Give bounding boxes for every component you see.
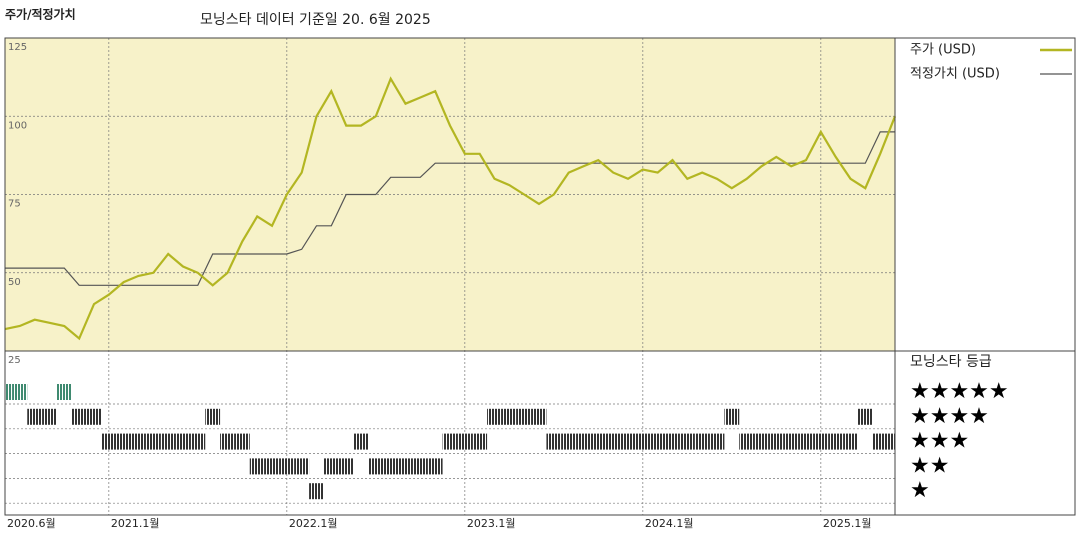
rating-bar <box>457 433 473 450</box>
y-tick-label: 125 <box>8 42 27 53</box>
y-tick-label: 75 <box>8 199 21 210</box>
rating-bar <box>42 408 57 425</box>
rating-label: ★ <box>910 478 930 503</box>
rating-bar <box>694 433 710 450</box>
rating-bar <box>620 433 636 450</box>
rating-bar <box>398 458 413 475</box>
rating-bar <box>887 433 895 450</box>
rating-bar <box>205 408 221 425</box>
rating-bar <box>501 408 517 425</box>
rating-bar <box>249 458 265 475</box>
rating-bar <box>813 433 829 450</box>
chart-subtitle: 모닝스타 데이터 기준일 20. 6월 2025 <box>200 12 431 28</box>
rating-bar <box>665 433 680 450</box>
rating-bar <box>264 458 280 475</box>
y-tick-label: 50 <box>8 277 21 288</box>
rating-bar <box>294 458 310 475</box>
x-tick-label: 2023.1월 <box>467 517 516 530</box>
rating-bar <box>412 458 428 475</box>
rating-bar <box>872 433 888 450</box>
rating-bar <box>576 433 591 450</box>
rating-bar <box>768 433 784 450</box>
rating-bar <box>590 433 606 450</box>
rating-bar <box>650 433 666 450</box>
rating-bar <box>383 458 399 475</box>
rating-label: ★★★★★ <box>910 379 1009 404</box>
price-line <box>4 76 897 341</box>
rating-bar <box>783 433 799 450</box>
rating-bar <box>27 408 43 425</box>
rating-bar <box>561 433 577 450</box>
rating-bar <box>190 433 206 450</box>
rating-bar <box>279 458 295 475</box>
rating-bar <box>857 408 873 425</box>
rating-label: ★★ <box>910 453 949 478</box>
y-tick-label: 100 <box>8 120 27 131</box>
frame <box>4 37 1076 516</box>
y-tick-label: 25 <box>8 355 21 366</box>
rating-bar <box>709 433 725 450</box>
fair-value-line <box>5 131 895 286</box>
x-tick-label: 2022.1월 <box>289 517 338 530</box>
ratings-title: 모닝스타 등급 <box>910 354 992 370</box>
rating-label: ★★★★ <box>910 404 989 429</box>
rating-label: ★★★ <box>910 429 969 454</box>
rating-bar <box>546 433 562 450</box>
rating-bar <box>309 483 324 500</box>
rating-bar <box>86 408 102 425</box>
rating-bar <box>635 433 651 450</box>
legend-label: 적정가치 (USD) <box>910 67 1000 82</box>
rating-bar <box>353 433 369 450</box>
chart-title: 주가/적정가치 <box>5 7 76 22</box>
rating-bar <box>175 433 191 450</box>
rating-bar <box>131 433 146 450</box>
rating-bar <box>145 433 161 450</box>
rating-bar <box>487 408 502 425</box>
rating-bar <box>828 433 844 450</box>
rating-bar <box>798 433 814 450</box>
rating-bar <box>234 433 250 450</box>
rating-bar <box>442 433 458 450</box>
rating-bar <box>116 433 132 450</box>
rating-bar <box>323 458 339 475</box>
legend-label: 주가 (USD) <box>910 43 976 58</box>
rating-bar <box>220 433 235 450</box>
rating-bar <box>516 408 532 425</box>
x-tick-label: 2025.1월 <box>823 517 872 530</box>
rating-bar <box>56 384 72 400</box>
rating-bar <box>724 408 740 425</box>
rating-bar <box>12 384 28 400</box>
rating-bar <box>5 384 13 400</box>
rating-bar <box>531 408 547 425</box>
rating-bar <box>472 433 488 450</box>
x-tick-label: 2024.1월 <box>645 517 694 530</box>
rating-bar <box>101 433 117 450</box>
rating-bar <box>338 458 354 475</box>
rating-bar <box>754 433 769 450</box>
x-tick-label: 2020.6월 <box>7 517 56 530</box>
rating-bar <box>739 433 755 450</box>
rating-bar <box>679 433 695 450</box>
rating-bar <box>605 433 621 450</box>
rating-bar <box>160 433 176 450</box>
rating-bar <box>71 408 87 425</box>
rating-bar <box>368 458 384 475</box>
rating-bar <box>843 433 858 450</box>
x-tick-label: 2021.1월 <box>111 517 160 530</box>
rating-bar <box>427 458 443 475</box>
